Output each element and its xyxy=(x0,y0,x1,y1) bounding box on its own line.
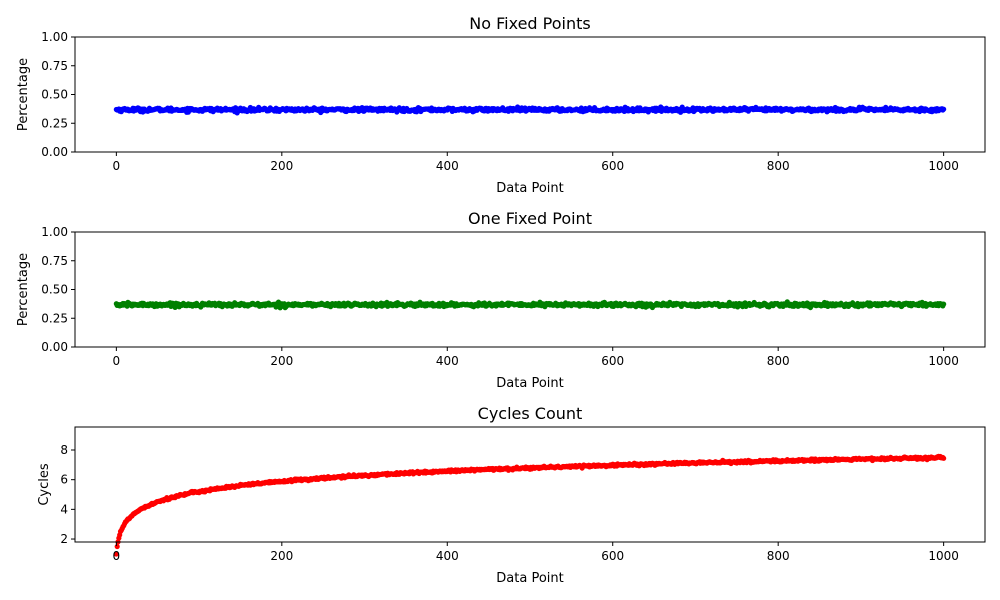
x-axis-ticks: 0 200 400 600 800 1000 xyxy=(113,347,959,368)
chart-title: Cycles Count xyxy=(478,404,583,423)
data-point xyxy=(941,106,947,112)
x-tick-label: 1000 xyxy=(928,549,959,563)
y-tick-label: 1.00 xyxy=(41,225,68,239)
x-tick-label: 400 xyxy=(436,549,459,563)
y-axis-label: Percentage xyxy=(16,58,31,131)
subplot-one-fixed-point: One Fixed Point 0 200 400 600 800 1000 0.000.… xyxy=(16,209,986,391)
data-point xyxy=(941,455,947,461)
plot-frame xyxy=(74,36,986,153)
y-axis-label: Percentage xyxy=(16,253,31,326)
plot-frame xyxy=(74,426,986,543)
y-axis-label: Cycles xyxy=(37,463,52,506)
y-tick-label: 6 xyxy=(60,473,68,487)
x-tick-label: 800 xyxy=(767,159,790,173)
x-tick-label: 0 xyxy=(113,549,121,563)
y-tick-label: 0.00 xyxy=(41,145,68,159)
y-tick-label: 0.75 xyxy=(41,59,68,73)
x-axis-label: Data Point xyxy=(496,181,563,196)
x-tick-label: 800 xyxy=(767,549,790,563)
x-tick-label: 200 xyxy=(270,159,293,173)
x-tick-label: 1000 xyxy=(928,354,959,368)
y-tick-label: 1.00 xyxy=(41,30,68,44)
data-points xyxy=(113,299,947,311)
data-point xyxy=(941,301,947,307)
x-tick-label: 600 xyxy=(601,159,624,173)
x-tick-label: 400 xyxy=(436,354,459,368)
y-tick-label: 0.50 xyxy=(41,283,68,297)
x-axis-label: Data Point xyxy=(496,571,563,586)
y-axis-ticks: 0.00 0.25 0.50 0.75 1.00 xyxy=(41,30,75,159)
x-tick-label: 600 xyxy=(601,549,624,563)
x-tick-label: 0 xyxy=(113,354,121,368)
y-tick-label: 0.25 xyxy=(41,116,68,130)
x-tick-label: 0 xyxy=(113,159,121,173)
chart-title: No Fixed Points xyxy=(469,14,590,33)
x-axis-ticks: 0 200 400 600 800 1000 xyxy=(113,152,959,173)
y-axis-ticks: 0.00 0.25 0.50 0.75 1.00 xyxy=(41,225,75,354)
x-tick-label: 1000 xyxy=(928,159,959,173)
data-points xyxy=(113,104,947,116)
x-axis-ticks: 0 200 400 600 800 1000 xyxy=(113,542,959,563)
y-axis-ticks: 2 4 6 8 xyxy=(60,443,75,546)
y-tick-label: 2 xyxy=(60,532,68,546)
data-points xyxy=(113,453,947,557)
x-tick-label: 200 xyxy=(270,549,293,563)
subplot-no-fixed-points: No Fixed Points 0 200 400 600 800 1000 0.000.… xyxy=(16,14,986,196)
y-tick-label: 0.25 xyxy=(41,311,68,325)
x-axis-label: Data Point xyxy=(496,376,563,391)
x-tick-label: 200 xyxy=(270,354,293,368)
data-point xyxy=(113,551,119,557)
x-tick-label: 600 xyxy=(601,354,624,368)
y-tick-label: 8 xyxy=(60,443,68,457)
y-tick-label: 4 xyxy=(60,502,68,516)
plot-frame xyxy=(74,231,986,348)
x-tick-label: 400 xyxy=(436,159,459,173)
y-tick-label: 0.00 xyxy=(41,340,68,354)
subplot-cycles-count: Cycles Count 0 200 400 600 800 1000 2 4 6 8 Data… xyxy=(37,404,986,586)
x-tick-label: 800 xyxy=(767,354,790,368)
y-tick-label: 0.50 xyxy=(41,88,68,102)
chart-title: One Fixed Point xyxy=(468,209,592,228)
y-tick-label: 0.75 xyxy=(41,254,68,268)
